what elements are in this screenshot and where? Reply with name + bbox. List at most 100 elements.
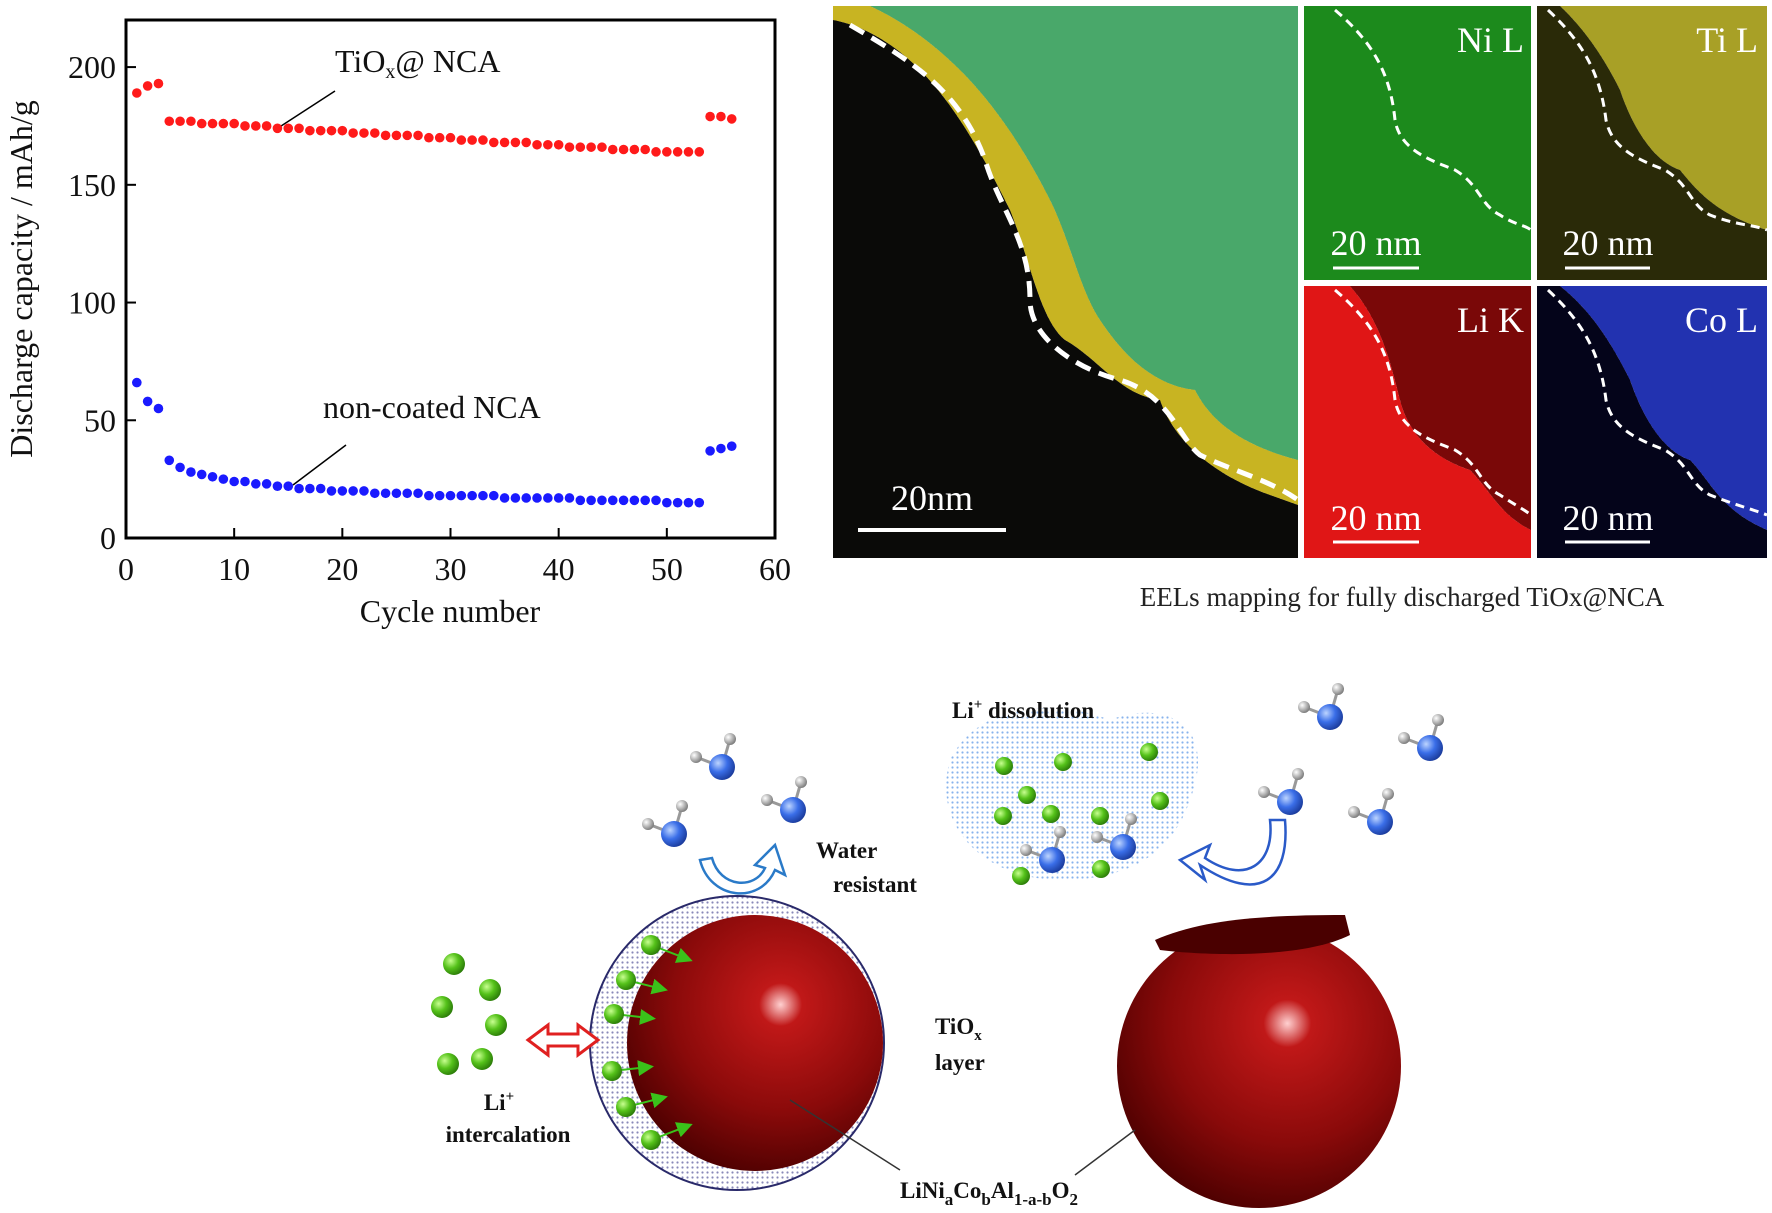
li-ion bbox=[1042, 805, 1060, 823]
eels-panel bbox=[1537, 6, 1767, 280]
annotation-leader bbox=[277, 90, 336, 129]
eels-panel bbox=[1537, 286, 1767, 558]
data-point bbox=[499, 137, 510, 148]
atom bbox=[690, 751, 702, 763]
data-point bbox=[132, 88, 142, 98]
annotation: non-coated NCA bbox=[323, 389, 541, 425]
x-axis-label: Cycle number bbox=[360, 593, 541, 629]
y-tick-label: 0 bbox=[100, 520, 116, 556]
data-point bbox=[391, 130, 402, 141]
data-point bbox=[618, 495, 629, 506]
data-point bbox=[305, 483, 315, 494]
y-tick-label: 100 bbox=[68, 285, 116, 321]
data-point bbox=[618, 144, 629, 155]
data-point bbox=[488, 137, 499, 148]
data-point bbox=[716, 111, 726, 122]
eels-panel bbox=[1304, 286, 1531, 558]
data-point bbox=[543, 493, 553, 503]
data-point bbox=[272, 481, 283, 492]
data-point bbox=[694, 147, 705, 157]
data-point bbox=[424, 132, 434, 143]
data-point bbox=[683, 147, 694, 157]
label: TiOx bbox=[935, 1014, 982, 1044]
data-point bbox=[726, 114, 737, 124]
data-point bbox=[575, 495, 586, 506]
data-point bbox=[153, 403, 164, 414]
data-point bbox=[391, 488, 402, 499]
data-point bbox=[532, 493, 542, 503]
panel-label: Ni L bbox=[1457, 20, 1524, 60]
scale-label: 20 nm bbox=[1330, 223, 1421, 263]
atom bbox=[1298, 701, 1310, 713]
data-point bbox=[348, 486, 358, 496]
data-point bbox=[705, 446, 715, 456]
data-point bbox=[337, 486, 348, 496]
atom bbox=[1417, 735, 1443, 761]
data-point bbox=[369, 128, 380, 138]
data-point bbox=[478, 135, 488, 145]
atom bbox=[1432, 714, 1444, 726]
data-point bbox=[207, 118, 218, 129]
data-point bbox=[196, 469, 207, 480]
li-ion bbox=[1151, 792, 1169, 810]
atom bbox=[780, 797, 806, 823]
label: Li+ dissolution bbox=[952, 697, 1094, 723]
data-point bbox=[315, 483, 326, 494]
atom bbox=[709, 754, 735, 780]
data-point bbox=[564, 493, 575, 503]
data-point bbox=[586, 495, 596, 506]
data-point bbox=[413, 130, 423, 141]
atom bbox=[661, 821, 687, 847]
atom bbox=[676, 800, 688, 812]
data-point bbox=[315, 125, 326, 136]
scale-label: 20 nm bbox=[1562, 223, 1653, 263]
panel-label: Li K bbox=[1457, 300, 1524, 340]
atom bbox=[761, 794, 773, 806]
data-point bbox=[672, 497, 683, 508]
atom bbox=[1398, 732, 1410, 744]
data-point bbox=[218, 118, 229, 129]
data-point bbox=[467, 135, 477, 145]
annotation: TiOx@ NCA bbox=[335, 43, 500, 83]
scale-label: 20nm bbox=[891, 478, 973, 518]
data-point bbox=[510, 493, 521, 503]
x-tick-label: 20 bbox=[326, 551, 358, 587]
data-point bbox=[607, 495, 618, 506]
scale-label: 20 nm bbox=[1330, 498, 1421, 538]
data-point bbox=[553, 493, 564, 503]
data-point bbox=[153, 78, 164, 89]
data-point bbox=[510, 137, 521, 148]
atom bbox=[1382, 788, 1394, 800]
atom bbox=[795, 776, 807, 788]
data-point bbox=[229, 476, 239, 487]
label: resistant bbox=[833, 872, 917, 897]
y-tick-label: 50 bbox=[84, 402, 116, 438]
data-point bbox=[499, 493, 510, 503]
data-point bbox=[402, 488, 413, 499]
data-point bbox=[488, 490, 499, 501]
boundary bbox=[1334, 8, 1768, 517]
data-point bbox=[629, 495, 640, 506]
caption: EELs mapping for fully discharged TiOx@N… bbox=[1140, 582, 1665, 612]
li-ion bbox=[443, 953, 465, 975]
atom bbox=[1292, 768, 1304, 780]
data-point bbox=[694, 497, 705, 508]
data-point bbox=[229, 118, 239, 129]
data-point bbox=[164, 455, 175, 466]
y-tick-label: 200 bbox=[68, 49, 116, 85]
data-point bbox=[607, 144, 618, 155]
data-point bbox=[348, 128, 358, 138]
data-point bbox=[543, 139, 553, 150]
data-point bbox=[413, 488, 423, 499]
plot-frame bbox=[124, 18, 777, 540]
data-point bbox=[402, 130, 413, 141]
li-ion bbox=[616, 1097, 636, 1117]
data-point bbox=[705, 111, 715, 122]
data-point bbox=[164, 116, 175, 127]
data-point bbox=[553, 139, 564, 150]
panel-label: Co L bbox=[1685, 300, 1758, 340]
data-point bbox=[261, 479, 272, 489]
scale-bar bbox=[1333, 266, 1650, 544]
atom bbox=[1054, 826, 1066, 838]
